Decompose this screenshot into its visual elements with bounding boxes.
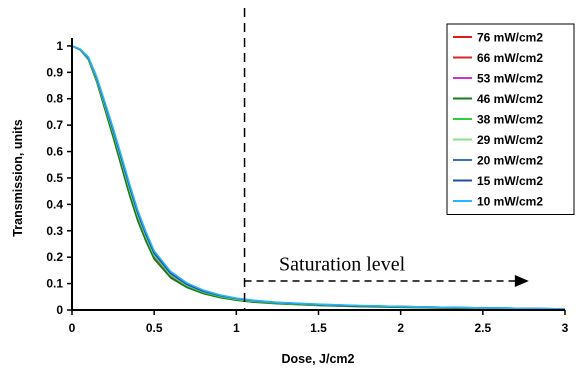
y-tick-label-7: 0.7 [46,118,63,132]
y-tick-label-2: 0.2 [46,250,63,264]
x-axis-title: Dose, J/cm2 [282,352,355,366]
x-tick-label-0: 0 [69,321,76,335]
y-tick-label-6: 0.6 [46,145,63,159]
y-axis-title: Transmission, units [11,119,25,236]
y-tick-label-3: 0.3 [46,224,63,238]
x-tick-label-2: 1 [233,321,240,335]
x-tick-label-4: 2 [397,321,404,335]
x-tick-label-1: 0.5 [146,321,163,335]
legend-label-7: 15 mW/cm2 [477,174,543,188]
legend-label-2: 53 mW/cm2 [477,72,543,86]
y-tick-label-1: 0.1 [46,277,63,291]
legend-label-1: 66 mW/cm2 [477,51,543,65]
legend-label-8: 10 mW/cm2 [477,195,543,209]
y-tick-label-9: 0.9 [46,65,63,79]
y-tick-label-4: 0.4 [46,197,63,211]
legend-label-6: 20 mW/cm2 [477,154,543,168]
legend-label-0: 76 mW/cm2 [477,31,543,45]
y-tick-label-5: 0.5 [46,171,63,185]
saturation-label-0: Saturation level [279,253,406,275]
legend-label-4: 38 mW/cm2 [477,113,543,127]
y-tick-label-0: 0 [56,303,63,317]
y-tick-label-8: 0.8 [46,92,63,106]
x-tick-label-3: 1.5 [310,321,327,335]
x-tick-label-5: 2.5 [474,321,491,335]
legend: 76 mW/cm2 66 mW/cm2 53 mW/cm2 46 mW/cm2 38 m… [447,24,574,215]
x-tick-label-6: 3 [562,321,569,335]
saturation-arrow-head-0 [515,275,529,287]
y-tick-label-10: 1 [56,39,63,53]
legend-label-3: 46 mW/cm2 [477,92,543,106]
legend-label-5: 29 mW/cm2 [477,133,543,147]
